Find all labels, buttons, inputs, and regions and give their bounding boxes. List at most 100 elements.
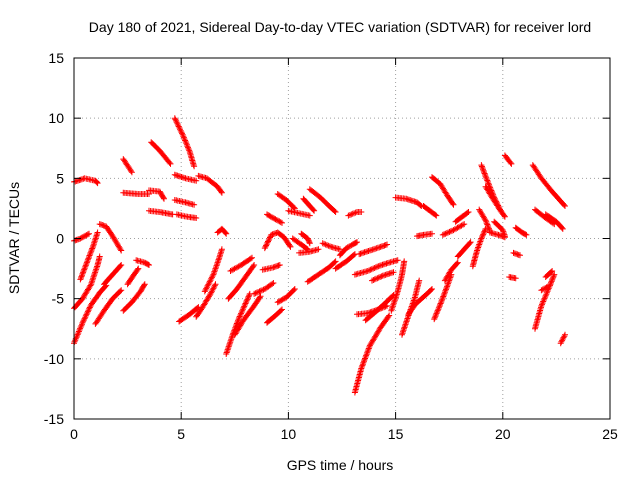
track-points [251,280,277,297]
satellite-track [285,207,313,219]
track-points [101,262,125,288]
satellite-track [146,187,167,202]
satellite-track [231,293,264,338]
satellite-track [538,283,551,294]
track-points [439,221,468,238]
track-points [420,203,440,219]
satellite-track [532,271,558,332]
track-points [96,221,125,254]
satellite-track [101,262,125,288]
y-tick-label: 15 [48,50,64,66]
y-tick-label: 0 [56,231,64,247]
y-tick-label: -5 [52,291,65,307]
track-points [557,331,568,347]
track-points [529,162,568,209]
satellite-track [225,262,258,302]
track-points [259,262,283,273]
satellite-track [289,235,311,253]
satellite-track [441,259,461,284]
satellite-track [452,209,472,225]
satellite-track [532,206,558,228]
satellite-track [351,312,393,396]
track-points [304,258,339,285]
track-points [289,235,311,253]
satellite-track [298,230,313,247]
satellite-track [120,156,135,176]
track-points [351,312,393,396]
track-points [285,207,313,219]
track-points [298,230,313,247]
satellite-track [133,257,152,268]
track-points [532,206,558,228]
track-points [414,230,435,240]
satellite-track [482,183,504,214]
x-tick-label: 25 [602,426,618,442]
satellite-track [454,239,474,260]
satellite-track [542,268,556,280]
track-points [176,304,202,325]
satellite-track [431,271,455,323]
satellite-track [512,224,530,238]
satellite-track [542,211,566,232]
track-points [300,195,318,214]
satellite-track [345,209,365,219]
satellite-track [439,221,468,238]
track-points [274,286,298,306]
satellite-track [195,172,225,196]
track-points [538,283,551,294]
track-points [491,218,508,240]
track-points [195,172,225,196]
satellite-track [176,304,202,325]
track-points [201,246,225,295]
track-points [512,224,530,238]
satellite-track [120,189,152,197]
track-points [356,241,390,258]
satellite-track [274,191,298,212]
track-points [274,191,298,212]
x-tick-label: 15 [388,426,404,442]
track-points [532,271,558,332]
satellite-track [251,280,277,297]
satellite-track [259,262,283,273]
y-tick-label: -15 [44,411,64,427]
x-tick-label: 10 [281,426,297,442]
satellite-track [201,246,225,295]
satellite-track [173,211,200,221]
track-points [227,254,255,274]
satellite-track [429,174,457,208]
y-tick-label: 10 [48,110,64,126]
track-points [319,240,343,253]
track-points [351,257,401,278]
track-points [482,183,504,214]
satellite-track [506,274,519,282]
satellite-track [351,257,401,278]
satellite-track [96,221,125,254]
satellite-track [510,249,523,259]
satellite-track [491,218,508,240]
grid [74,58,610,419]
track-points [120,156,135,176]
satellite-track [124,265,142,288]
satellite-track [227,254,255,274]
track-points [193,281,219,320]
track-points [225,262,258,302]
chart-title: Day 180 of 2021, Sidereal Day-to-day VTE… [89,19,591,35]
y-axis-label: SDTVAR / TECUs [6,182,22,294]
satellite-track [296,246,322,256]
track-points [542,211,566,232]
track-points [77,229,101,283]
track-points [431,271,455,323]
satellite-track [214,225,230,237]
track-points [133,257,152,268]
satellite-track [469,225,489,270]
satellite-track [171,171,200,184]
track-points [146,187,167,202]
satellite-track [264,211,285,226]
track-points [120,189,152,197]
x-tick-label: 0 [70,426,78,442]
satellite-track [420,203,440,219]
track-points [231,293,264,338]
satellite-track [392,194,425,209]
x-axis-label: GPS time / hours [287,457,394,473]
